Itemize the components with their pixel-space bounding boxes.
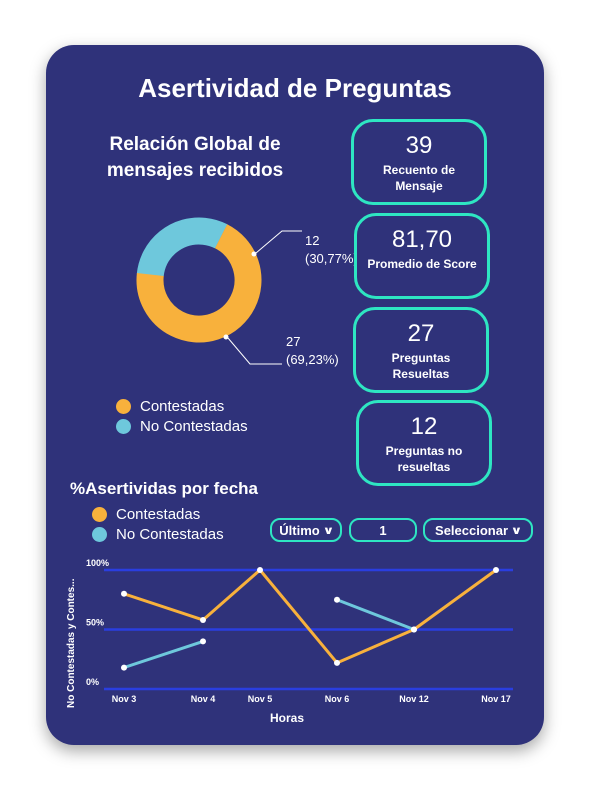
legend-label: Contestadas	[140, 397, 225, 415]
x-tick-label: Nov 5	[248, 694, 273, 704]
period-dropdown[interactable]: Último ∨	[270, 518, 342, 542]
dashboard-card: Asertividad de Preguntas Relación Global…	[46, 45, 544, 745]
legend-label: No Contestadas	[116, 525, 224, 543]
donut-title: Relación Global de mensajes recibidos	[106, 134, 284, 181]
stat-value: 81,70	[391, 226, 453, 253]
x-tick-label: Nov 4	[191, 694, 216, 704]
x-tick-label: Nov 12	[399, 694, 429, 704]
data-point-no-contestadas	[411, 626, 417, 633]
x-tick-label: Nov 3	[112, 694, 137, 704]
donut-leader-contestadas	[227, 337, 282, 365]
stat-card-resueltas: 27 Preguntas Resueltas	[353, 307, 489, 393]
x-tick-label: Nov 17	[481, 694, 511, 704]
legend-swatch-no-contestadas	[92, 526, 107, 542]
line-chart: No Contestadas y Contes... Horas 0% 50% 10…	[66, 558, 513, 725]
legend-swatch-contestadas	[92, 506, 107, 522]
stat-label: Promedio de Score	[367, 257, 477, 271]
series-line-no-contestadas	[336, 598, 415, 631]
data-point-contestadas	[493, 567, 499, 573]
donut-label-no-contestadas-count: 12	[305, 233, 319, 248]
page-title: Asertividad de Preguntas	[138, 73, 452, 103]
select-dropdown-label: Seleccionar	[435, 522, 509, 538]
select-dropdown[interactable]: Seleccionar ∨	[423, 518, 533, 542]
series-line-contestadas	[123, 568, 497, 665]
chevron-down-icon: ∨	[510, 524, 523, 537]
donut-label-no-contestadas-pct: (30,77%)	[305, 251, 358, 266]
stat-value: 12	[410, 413, 438, 440]
period-dropdown-label: Último	[279, 522, 320, 538]
stat-label: Recuento de Mensaje	[382, 163, 455, 193]
y-tick-label: 100%	[86, 558, 109, 568]
legend-swatch-contestadas	[116, 398, 131, 414]
donut-label-marker	[251, 251, 257, 257]
donut-legend: Contestadas No Contestadas	[116, 396, 248, 436]
legend-swatch-no-contestadas	[116, 418, 131, 434]
series-line-no-contestadas	[123, 639, 204, 670]
count-input[interactable]: 1	[349, 518, 417, 542]
legend-item-no-contestadas: No Contestadas	[92, 524, 224, 544]
legend-label: No Contestadas	[140, 417, 248, 435]
donut-leader-no-contestadas	[255, 230, 302, 254]
stat-label: Preguntas no resueltas	[385, 444, 463, 474]
y-tick-label: 0%	[86, 677, 99, 687]
data-point-contestadas	[334, 659, 340, 666]
stat-label: Preguntas Resueltas	[391, 351, 451, 381]
data-point-contestadas	[257, 567, 263, 573]
count-input-value: 1	[379, 522, 387, 538]
legend-item-contestadas: Contestadas	[92, 504, 224, 524]
data-point-no-contestadas	[200, 638, 206, 645]
stat-value: 27	[407, 320, 435, 347]
data-point-contestadas	[200, 616, 206, 623]
legend-item-contestadas: Contestadas	[116, 396, 248, 416]
donut-label-contestadas-pct: (69,23%)	[286, 352, 339, 367]
y-axis-title: No Contestadas y Contes...	[66, 578, 77, 708]
legend-label: Contestadas	[116, 505, 201, 523]
data-point-contestadas	[121, 590, 127, 597]
line-legend: Contestadas No Contestadas	[92, 504, 224, 544]
data-point-no-contestadas	[334, 596, 340, 603]
line-section-title: %Asertividas por fecha	[70, 479, 259, 498]
data-point-no-contestadas	[121, 664, 127, 671]
stat-value: 39	[405, 132, 433, 159]
y-tick-label: 50%	[86, 618, 104, 628]
donut-label-marker	[223, 334, 229, 340]
legend-item-no-contestadas: No Contestadas	[116, 416, 248, 436]
stat-card-recuento: 39 Recuento de Mensaje	[351, 119, 487, 205]
chevron-down-icon: ∨	[322, 524, 335, 537]
donut-label-contestadas-count: 27	[286, 334, 300, 349]
donut-chart: 12 (30,77%) 27 (69,23%)	[136, 217, 358, 367]
x-tick-label: Nov 6	[325, 694, 350, 704]
x-axis-title: Horas	[270, 711, 304, 725]
stat-card-no-resueltas: 12 Preguntas no resueltas	[356, 400, 492, 486]
stat-card-promedio: 81,70 Promedio de Score	[354, 213, 490, 299]
